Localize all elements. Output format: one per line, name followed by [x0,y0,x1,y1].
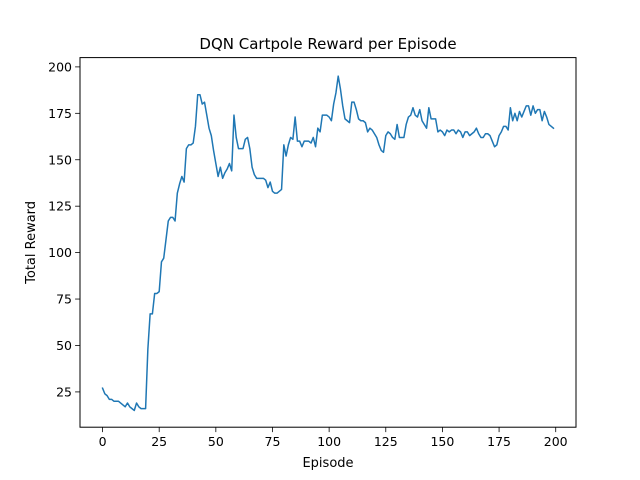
x-tick-label: 100 [317,434,341,449]
y-axis-label: Total Reward [24,201,39,285]
y-tick-label: 50 [56,338,72,353]
x-axis-label: Episode [302,456,353,471]
x-tick-label: 25 [151,434,167,449]
plot-area [101,75,555,412]
series-line-0 [101,75,555,412]
x-tick-label: 175 [487,434,511,449]
x-axis: 0 25 50 75 100 125 150 175 200 [99,427,568,449]
y-axis: 25 50 75 100 125 150 175 200 [48,59,80,399]
x-tick-label: 0 [99,434,107,449]
y-tick-label: 150 [48,152,72,167]
x-tick-label: 200 [544,434,568,449]
plot-frame [79,57,577,428]
y-tick-label: 175 [48,106,72,121]
x-tick-label: 50 [208,434,224,449]
x-tick-label: 75 [265,434,281,449]
y-tick-label: 25 [56,384,72,399]
x-tick-label: 125 [374,434,398,449]
y-tick-label: 200 [48,59,72,74]
chart-title: DQN Cartpole Reward per Episode [199,35,456,53]
y-tick-label: 75 [56,292,72,307]
x-tick-label: 150 [430,434,454,449]
y-tick-label: 125 [48,199,72,214]
y-tick-label: 100 [48,245,72,260]
